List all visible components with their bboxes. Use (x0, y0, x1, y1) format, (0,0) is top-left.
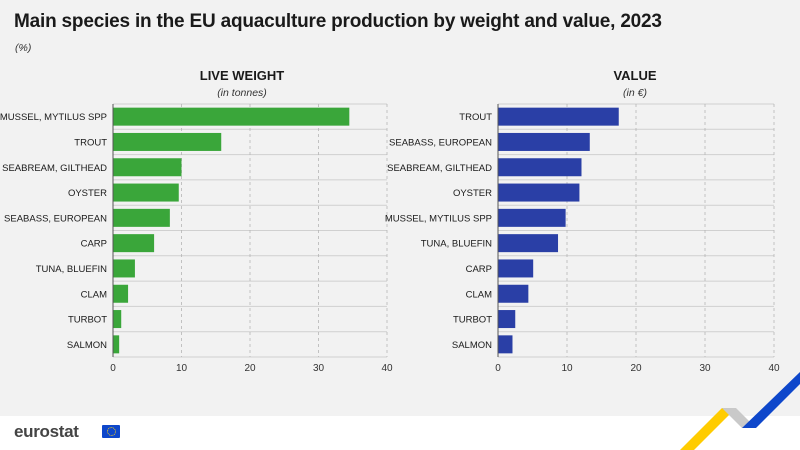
value-category-label: TUNA, BLUEFIN (421, 239, 492, 250)
value-category-label: TURBOT (453, 315, 492, 326)
weight-category-label: TUNA, BLUEFIN (36, 264, 107, 275)
value-x-tick-label: 10 (561, 363, 573, 374)
value-bar (498, 158, 582, 177)
weight-category-label: TROUT (74, 137, 107, 148)
value-bar (498, 107, 619, 126)
value-category-label: CLAM (466, 289, 492, 300)
chart-title: Main species in the EU aquaculture produ… (14, 11, 662, 32)
weight-bar (113, 284, 129, 303)
weight-chart-title: LIVE WEIGHT (200, 68, 285, 83)
weight-bar (113, 183, 179, 202)
weight-x-tick-label: 40 (381, 363, 393, 374)
weight-bar (113, 234, 155, 253)
value-bar (498, 310, 516, 329)
weight-bar (113, 132, 222, 151)
value-x-tick-label: 40 (768, 363, 780, 374)
weight-x-tick-label: 20 (244, 363, 256, 374)
value-category-label: SALMON (452, 340, 492, 351)
weight-category-label: MUSSEL, MYTILUS SPP (0, 112, 107, 123)
eurostat-logo: eurostat (14, 422, 79, 441)
value-category-label: OYSTER (453, 188, 492, 199)
weight-bar (113, 310, 122, 329)
weight-category-label: SALMON (67, 340, 107, 351)
weight-bar (113, 107, 350, 126)
weight-x-tick-label: 30 (313, 363, 325, 374)
weight-category-label: CLAM (81, 289, 107, 300)
value-chart-subtitle: (in €) (623, 87, 647, 99)
value-bar (498, 132, 590, 151)
value-bar (498, 183, 580, 202)
weight-category-label: TURBOT (68, 315, 107, 326)
weight-bar (113, 335, 120, 354)
weight-category-label: SEABREAM, GILTHEAD (2, 163, 107, 174)
value-category-label: CARP (466, 264, 492, 275)
unit-note: (%) (15, 42, 32, 54)
eu-flag-icon (102, 425, 120, 438)
weight-category-label: OYSTER (68, 188, 107, 199)
weight-category-label: CARP (81, 239, 107, 250)
value-bar (498, 335, 513, 354)
weight-x-tick-label: 10 (176, 363, 188, 374)
value-bar (498, 284, 529, 303)
value-category-label: TROUT (459, 112, 492, 123)
weight-category-label: SEABASS, EUROPEAN (4, 213, 107, 224)
footer (0, 416, 800, 450)
value-bar (498, 234, 559, 253)
decorative-ribbon-icon (680, 372, 800, 450)
charts-svg: LIVE WEIGHT (in tonnes) 0 10 20 30 40 MUSSEL, M… (0, 68, 780, 374)
value-bar (498, 208, 566, 227)
value-category-label: MUSSEL, MYTILUS SPP (385, 213, 492, 224)
weight-chart-subtitle: (in tonnes) (217, 87, 267, 99)
value-category-label: SEABREAM, GILTHEAD (387, 163, 492, 174)
value-x-tick-label: 0 (495, 363, 501, 374)
value-bar (498, 259, 534, 278)
value-x-tick-label: 30 (699, 363, 711, 374)
value-x-tick-label: 20 (630, 363, 642, 374)
value-category-label: SEABASS, EUROPEAN (389, 137, 492, 148)
chart-panel (0, 0, 800, 416)
weight-bar (113, 158, 182, 177)
weight-bar (113, 208, 170, 227)
value-chart-title: VALUE (613, 68, 656, 83)
weight-x-tick-label: 0 (110, 363, 116, 374)
weight-bar (113, 259, 135, 278)
